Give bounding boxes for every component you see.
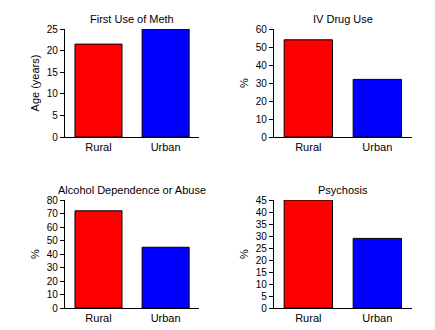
- svg-text:Urban: Urban: [151, 312, 181, 324]
- svg-text:%: %: [238, 78, 250, 88]
- svg-text:10: 10: [47, 88, 59, 99]
- svg-text:5: 5: [52, 110, 58, 121]
- svg-text:5: 5: [261, 291, 267, 302]
- svg-text:20: 20: [256, 255, 268, 266]
- svg-text:60: 60: [47, 222, 59, 233]
- svg-text:70: 70: [47, 208, 59, 219]
- svg-text:10: 10: [256, 279, 268, 290]
- svg-text:0: 0: [261, 303, 267, 314]
- svg-text:45: 45: [256, 195, 268, 206]
- svg-text:Rural: Rural: [85, 141, 111, 153]
- svg-text:Psychosis: Psychosis: [318, 184, 368, 196]
- svg-text:Urban: Urban: [362, 312, 392, 324]
- svg-text:20: 20: [47, 276, 59, 287]
- svg-text:%: %: [29, 249, 41, 259]
- svg-text:40: 40: [256, 207, 268, 218]
- svg-text:25: 25: [47, 24, 59, 35]
- svg-text:35: 35: [256, 219, 268, 230]
- svg-text:10: 10: [256, 114, 268, 125]
- svg-text:40: 40: [47, 249, 59, 260]
- svg-text:Alcohol Dependence or Abuse: Alcohol Dependence or Abuse: [58, 184, 206, 196]
- svg-text:15: 15: [256, 267, 268, 278]
- svg-text:30: 30: [256, 78, 268, 89]
- svg-text:0: 0: [52, 132, 58, 143]
- svg-text:50: 50: [47, 235, 59, 246]
- svg-text:20: 20: [47, 45, 59, 56]
- svg-text:20: 20: [256, 96, 268, 107]
- svg-text:Rural: Rural: [85, 312, 111, 324]
- svg-text:%: %: [238, 249, 250, 259]
- svg-text:Rural: Rural: [295, 312, 321, 324]
- svg-text:0: 0: [261, 132, 267, 143]
- svg-text:80: 80: [47, 195, 59, 206]
- svg-text:Age (years): Age (years): [29, 55, 41, 112]
- svg-text:First Use of Meth: First Use of Meth: [90, 13, 174, 25]
- svg-text:15: 15: [47, 67, 59, 78]
- svg-text:60: 60: [256, 24, 268, 35]
- svg-text:25: 25: [256, 243, 268, 254]
- svg-text:Urban: Urban: [151, 141, 181, 153]
- svg-text:10: 10: [47, 289, 59, 300]
- svg-text:0: 0: [52, 303, 58, 314]
- svg-text:IV Drug Use: IV Drug Use: [313, 13, 373, 25]
- svg-text:40: 40: [256, 60, 268, 71]
- svg-text:Urban: Urban: [362, 141, 392, 153]
- svg-text:50: 50: [256, 42, 268, 53]
- svg-text:30: 30: [256, 231, 268, 242]
- svg-text:30: 30: [47, 262, 59, 273]
- svg-text:Rural: Rural: [295, 141, 321, 153]
